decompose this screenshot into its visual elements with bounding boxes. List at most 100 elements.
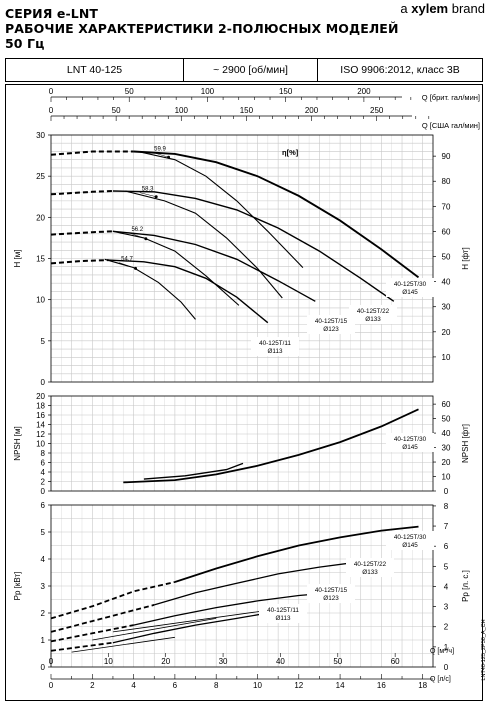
head-curve-dashed-4 bbox=[50, 259, 109, 265]
head-y-tick-right-label: 50 bbox=[442, 253, 451, 262]
head-curve-dashed-3 bbox=[50, 230, 113, 236]
power-y-tick-right-label: 7 bbox=[444, 522, 449, 531]
head-curve-label-1-diameter: Ø145 bbox=[402, 289, 418, 296]
standard-cell: ISO 9906:2012, класс 3В bbox=[340, 64, 460, 76]
head-curve-label-1-name: 40-125T/30 bbox=[394, 281, 427, 288]
power-y-tick-right-label: 1 bbox=[444, 643, 449, 652]
head-y-tick-right-label: 20 bbox=[442, 328, 451, 337]
chart-title: РАБОЧИЕ ХАРАКТЕРИСТИКИ 2-ПОЛЮСНЫХ МОДЕЛЕ… bbox=[5, 21, 399, 36]
document-id: LNT40-125_2P50_A_CH bbox=[479, 600, 489, 700]
head-y-tick-right-label: 10 bbox=[442, 353, 451, 362]
npsh-y-tick-right-label: 30 bbox=[442, 444, 451, 453]
power-curve-dashed-3 bbox=[50, 624, 134, 643]
npsh-y-tick-label: 8 bbox=[41, 449, 46, 458]
npsh-curve-label-name: 40-125T/30 bbox=[394, 436, 427, 443]
power-y-tick-label: 0 bbox=[41, 663, 46, 672]
series-title: СЕРИЯ e-LNT bbox=[5, 6, 99, 21]
power-curve-dashed-1 bbox=[50, 581, 176, 620]
axis-top-us-label: 200 bbox=[305, 106, 319, 115]
power-aux-line-3 bbox=[112, 609, 268, 633]
power-aux-line-2 bbox=[92, 618, 217, 641]
power-y-tick-right-label: 0 bbox=[444, 663, 449, 672]
power-curve-label-3-diameter: Ø123 bbox=[323, 595, 339, 602]
efficiency-label: 58.3 bbox=[142, 187, 154, 193]
power-curve-label-1-diameter: Ø145 bbox=[402, 542, 418, 549]
npsh-y-tick-right-label: 20 bbox=[442, 458, 451, 467]
efficiency-point bbox=[167, 155, 171, 159]
power-curve-label-1-name: 40-125T/30 bbox=[394, 534, 427, 541]
efficiency-leader bbox=[129, 232, 146, 239]
head-curve-label-3-name: 40-125T/15 bbox=[315, 318, 348, 325]
head-y-tick-right-label: 90 bbox=[442, 152, 451, 161]
npsh-y-tick-right-label: 0 bbox=[444, 487, 449, 496]
head-y-tick-label: 15 bbox=[36, 255, 45, 264]
head-curve-label-3-diameter: Ø123 bbox=[323, 326, 339, 333]
efficiency-point bbox=[134, 266, 138, 270]
head-curve-label-2-name: 40-125T/22 bbox=[357, 308, 390, 315]
head-curve-4 bbox=[108, 259, 269, 324]
head-y-tick-right-label: 60 bbox=[442, 227, 451, 236]
npsh-curve-label-diameter: Ø145 bbox=[402, 444, 418, 451]
npsh-grid bbox=[50, 395, 434, 492]
power-curve-label-2-bg bbox=[346, 558, 394, 577]
axis-top-us-label: 100 bbox=[175, 106, 189, 115]
efficiency-leader bbox=[152, 152, 169, 158]
power-curve-label-3-name: 40-125T/15 bbox=[315, 587, 348, 594]
head-grid bbox=[50, 134, 434, 383]
head-y-tick-right-label: 70 bbox=[442, 202, 451, 211]
head-curve-label-4-bg bbox=[251, 337, 299, 356]
power-y-tick-label: 1 bbox=[41, 636, 46, 645]
power-y-tick-right-label: 6 bbox=[444, 542, 449, 551]
power-curve-label-4-name: 40-125T/11 bbox=[267, 607, 299, 614]
efficiency-label: 54.7 bbox=[121, 257, 133, 263]
power-curve-label-2-name: 40-125T/22 bbox=[354, 561, 387, 568]
brand-suffix: brand bbox=[451, 1, 485, 16]
power-y-tick-label: 5 bbox=[41, 528, 46, 537]
axis-bottom-ls-label: 4 bbox=[131, 681, 136, 690]
frequency-title: 50 Гц bbox=[5, 36, 45, 51]
axis-bottom-ls-label: 16 bbox=[377, 681, 386, 690]
axis-bottom-m3h-title: Q [м³/ч] bbox=[430, 648, 454, 655]
info-bar: LNT 40-125 ~ 2900 [об/мин] ISO 9906:2012… bbox=[5, 58, 483, 82]
axis-top-uk-title: Q [брит. гал/мин] bbox=[422, 93, 480, 102]
head-curve-3 bbox=[112, 230, 316, 302]
npsh-y-tick-right-label: 60 bbox=[442, 400, 451, 409]
axis-bottom-ls-label: 18 bbox=[418, 681, 427, 690]
axis-bottom-m3h-label: 30 bbox=[219, 657, 228, 666]
npsh-y-tick-label: 12 bbox=[36, 430, 45, 439]
power-y-tick-label: 2 bbox=[41, 609, 46, 618]
npsh-y-right-title: NPSH [фт] bbox=[461, 424, 470, 463]
head-curve-label-2-diameter: Ø133 bbox=[365, 316, 381, 323]
power-curve-label-1-bg bbox=[386, 531, 434, 550]
npsh-y-title: NPSH [м] bbox=[13, 426, 22, 460]
axis-bottom-ls-label: 8 bbox=[214, 681, 219, 690]
brand-name: xylem bbox=[411, 1, 449, 16]
power-curve-dashed-4 bbox=[50, 641, 114, 652]
npsh-y-tick-label: 16 bbox=[36, 411, 45, 420]
head-curve-label-4-name: 40-125T/11 bbox=[259, 340, 291, 347]
npsh-y-tick-label: 6 bbox=[41, 459, 46, 468]
power-y-title: Pp [кВт] bbox=[13, 572, 22, 601]
power-curve-1 bbox=[174, 525, 419, 583]
efficiency-curve-2 bbox=[125, 190, 283, 299]
head-y-tick-label: 25 bbox=[36, 172, 45, 181]
brand-logo: a xylem brand bbox=[400, 1, 485, 16]
power-y-tick-label: 3 bbox=[41, 582, 46, 591]
axis-bottom-m3h-label: 50 bbox=[333, 657, 342, 666]
axis-top-uk-label: 100 bbox=[201, 87, 215, 96]
head-curve-2 bbox=[112, 190, 395, 302]
head-y-right-title: H [фт] bbox=[461, 247, 470, 270]
power-curve-label-2-diameter: Ø133 bbox=[362, 569, 378, 576]
axis-top-uk-label: 150 bbox=[279, 87, 293, 96]
axis-bottom-m3h-label: 60 bbox=[391, 657, 400, 666]
head-y-tick-label: 10 bbox=[36, 296, 45, 305]
npsh-y-tick-label: 20 bbox=[36, 392, 45, 401]
efficiency-leader bbox=[119, 262, 136, 269]
head-y-tick-right-label: 80 bbox=[442, 177, 451, 186]
